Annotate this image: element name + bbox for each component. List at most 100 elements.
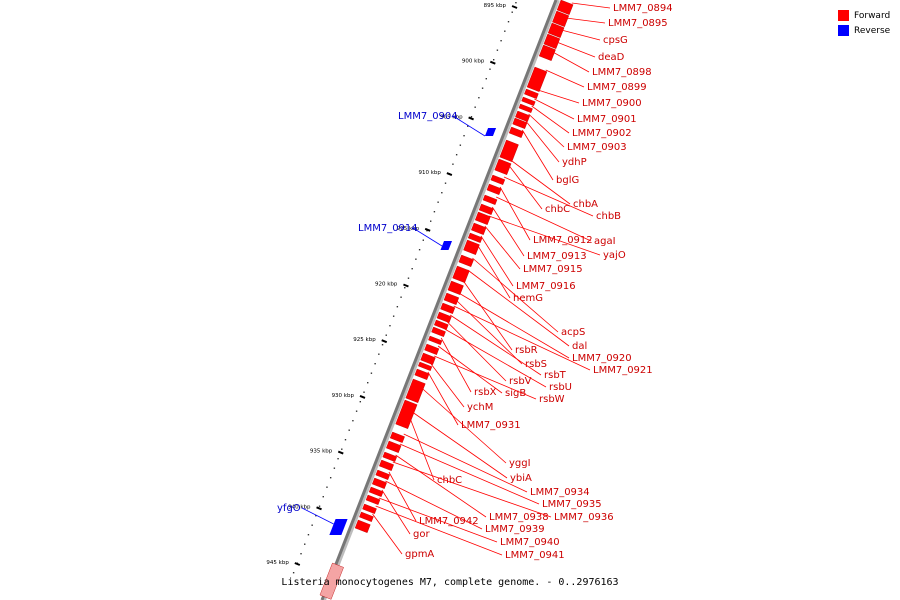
- tick-mark: [403, 283, 409, 288]
- axis-dot: [363, 391, 365, 393]
- forward-label-line: [399, 443, 540, 505]
- forward-label-line: [378, 497, 498, 543]
- reverse-gene-label: LMM7_0914: [358, 223, 418, 234]
- forward-label-line: [437, 345, 503, 394]
- axis-dot: [355, 410, 358, 412]
- axis-dot: [489, 68, 491, 70]
- forward-gene-label: chbA: [573, 199, 598, 210]
- forward-gene-label: LMM7_0916: [516, 281, 576, 292]
- forward-gene-label: rsbU: [549, 382, 572, 393]
- axis-dot: [333, 467, 336, 469]
- forward-gene-label: rsbX: [474, 387, 497, 398]
- axis-dot: [418, 249, 421, 251]
- axis-dot: [311, 524, 313, 526]
- forward-gene: [474, 211, 491, 225]
- forward-gene-label: LMM7_0913: [527, 251, 587, 262]
- forward-gene: [494, 158, 512, 175]
- forward-gene-label: ydhP: [562, 157, 587, 168]
- axis-dot: [496, 49, 499, 51]
- forward-gene: [431, 326, 446, 337]
- forward-gene: [414, 368, 430, 380]
- forward-gene-label: yggI: [509, 458, 531, 469]
- axis-dot: [304, 543, 306, 545]
- forward-label-line: [449, 314, 542, 376]
- forward-gene: [547, 22, 565, 38]
- forward-gene-label: gpmA: [405, 549, 434, 560]
- axis-dot: [322, 496, 324, 498]
- tick-label: 900 kbp: [462, 59, 485, 65]
- forward-gene-label: rsbS: [525, 359, 547, 370]
- axis-dot: [455, 154, 458, 156]
- forward-label-line: [453, 305, 591, 371]
- forward-label-line: [491, 206, 525, 257]
- forward-label-line: [392, 461, 552, 518]
- forward-gene-label: LMM7_0920: [572, 353, 632, 364]
- reverse-gene-label: LMM7_0904: [398, 111, 458, 122]
- tick-label: 915 kbp: [397, 226, 420, 232]
- forward-gene-label: LMM7_0915: [523, 264, 583, 275]
- forward-gene-label: cpsG: [603, 35, 628, 46]
- forward-gene-label: chbC: [437, 475, 462, 486]
- forward-gene-label: LMM7_0939: [485, 524, 545, 535]
- forward-gene-label: agaI: [594, 236, 616, 247]
- forward-gene-label: LMM7_0938: [489, 512, 549, 523]
- forward-label-line: [561, 29, 601, 41]
- axis-dot: [415, 258, 417, 260]
- forward-label-line: [537, 89, 580, 104]
- forward-label-line: [531, 105, 570, 134]
- axis-dot: [367, 382, 369, 384]
- forward-gene: [382, 451, 398, 462]
- forward-label-line: [499, 186, 531, 241]
- forward-gene-label: acpS: [561, 327, 585, 338]
- forward-label-line: [403, 433, 528, 493]
- forward-gene: [512, 117, 528, 129]
- axis-dot: [426, 230, 428, 232]
- tick-label: 910 kbp: [418, 170, 441, 176]
- axis-dot: [433, 211, 436, 213]
- forward-label-line: [421, 387, 507, 464]
- forward-label-line: [552, 51, 590, 73]
- forward-gene: [467, 232, 483, 243]
- tick-label: 925 kbp: [353, 337, 376, 343]
- forward-gene: [524, 88, 539, 99]
- forward-label-line: [463, 280, 513, 351]
- axis-dot: [430, 220, 432, 222]
- forward-gene-label: LMM7_0941: [505, 550, 565, 561]
- forward-gene: [405, 378, 426, 403]
- forward-label-line: [372, 513, 403, 555]
- forward-label-line: [409, 417, 435, 481]
- axis-dot: [359, 401, 362, 403]
- axis-dot: [348, 429, 350, 431]
- axis-dot: [352, 420, 354, 422]
- tick-mark: [446, 172, 453, 177]
- forward-gene-label: rsbW: [539, 394, 565, 405]
- legend-forward-label: Forward: [854, 10, 891, 21]
- legend-reverse-label: Reverse: [854, 25, 891, 36]
- forward-gene: [368, 486, 384, 497]
- forward-label-line: [480, 235, 514, 287]
- forward-gene: [389, 431, 405, 443]
- caption-text: Listeria monocytogenes M7, complete geno…: [281, 577, 619, 588]
- forward-gene: [386, 440, 402, 453]
- forward-gene: [443, 292, 460, 305]
- tick-mark: [316, 506, 322, 511]
- axis-dot: [389, 325, 391, 327]
- forward-gene: [436, 311, 452, 323]
- reverse-label-line: [301, 507, 334, 525]
- reverse-gene: [484, 128, 497, 136]
- forward-label-line: [528, 113, 565, 148]
- axis-dot: [329, 477, 332, 479]
- forward-gene: [420, 352, 436, 365]
- tick-mark: [294, 562, 301, 566]
- axis-dot: [337, 458, 339, 460]
- axis-dot: [300, 553, 302, 555]
- axis-dot: [470, 116, 473, 118]
- axis-dot: [441, 192, 443, 194]
- tick-mark: [424, 227, 431, 232]
- forward-gene: [556, 0, 574, 15]
- tick-mark: [381, 339, 388, 344]
- forward-label-line: [395, 454, 487, 518]
- forward-gene: [418, 361, 433, 371]
- forward-label-line: [477, 244, 511, 299]
- tick-label: 895 kbp: [484, 3, 507, 9]
